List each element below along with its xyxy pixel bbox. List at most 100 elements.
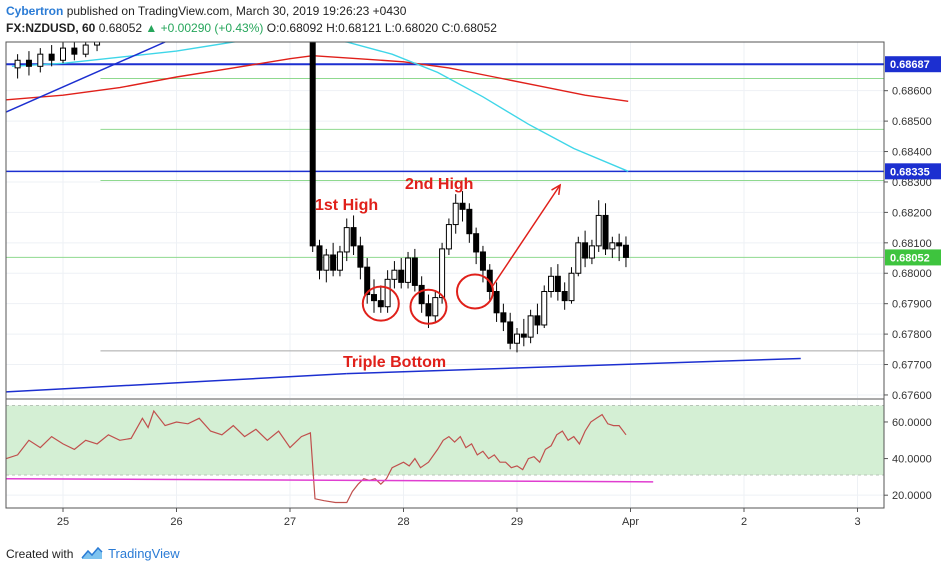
- candle-body: [452, 202, 459, 226]
- candle-body: [622, 244, 629, 258]
- candles: [14, 42, 629, 353]
- y-tick-label: 0.68000: [892, 268, 932, 280]
- price-badge-bg: [885, 56, 941, 73]
- price-badge-green: 0.68052: [885, 249, 941, 266]
- y-tick-label: 0.68600: [892, 86, 932, 98]
- candle-body: [520, 333, 527, 338]
- up-arrow-icon: ▲: [145, 21, 158, 35]
- symbol-name[interactable]: FX:NZDUSD, 60: [6, 21, 96, 35]
- symbol-info-line: FX:NZDUSD, 60 0.68052 ▲ +0.00290 (+0.43%…: [6, 21, 497, 35]
- x-tick-label: Apr: [622, 516, 639, 528]
- moving-averages: [6, 42, 629, 172]
- candle-body: [411, 257, 418, 286]
- candle-body: [14, 59, 21, 69]
- candle-body: [588, 245, 595, 259]
- annotation-triple-bottom: Triple Bottom: [343, 354, 446, 371]
- x-tick-label: 2: [741, 516, 747, 528]
- y-tick-label: 0.68200: [892, 207, 932, 219]
- candle-body: [609, 242, 616, 250]
- price-badge-bg: [885, 163, 941, 180]
- y-tick-label: 0.67800: [892, 329, 932, 341]
- rsi-tick-label: 60.0000: [892, 417, 932, 429]
- tradingview-brand[interactable]: TradingView: [108, 546, 180, 561]
- candle-body: [316, 245, 323, 271]
- candle-body: [582, 242, 589, 259]
- rsi-tick-label: 40.0000: [892, 454, 932, 466]
- candle-body: [514, 333, 520, 344]
- candle-body: [500, 312, 507, 323]
- candle-body: [602, 214, 609, 250]
- horizontal-levels: [6, 63, 884, 352]
- candle-body: [384, 278, 391, 308]
- candle-body: [425, 303, 432, 317]
- candle-body: [418, 284, 425, 305]
- x-tick-label: 28: [397, 516, 409, 528]
- y-tick-label: 0.68100: [892, 238, 932, 250]
- candle-body: [370, 294, 377, 302]
- tradingview-logo-icon: [81, 546, 103, 559]
- candle-body: [60, 47, 66, 61]
- moving-average-red: [6, 54, 629, 102]
- candle-body: [330, 254, 337, 271]
- moving-average-cyan: [11, 42, 629, 172]
- y-tick-label: 0.67600: [892, 390, 932, 402]
- price-badge-label: 0.68335: [890, 166, 930, 178]
- price-change: +0.00290 (+0.43%): [160, 21, 264, 35]
- candle-body: [309, 42, 316, 247]
- candle-body: [398, 269, 405, 283]
- candle-body: [391, 269, 398, 280]
- trendline[interactable]: [6, 372, 347, 393]
- candle-body: [336, 251, 343, 271]
- x-tick-label: 29: [511, 516, 523, 528]
- candle-body: [479, 251, 486, 271]
- candle-body: [548, 275, 555, 293]
- price-badge-label: 0.68052: [890, 252, 930, 264]
- last-price: 0.68052: [98, 21, 143, 35]
- rsi-pane: [6, 409, 654, 504]
- footer: Created with TradingView: [6, 546, 180, 561]
- projection-arrow-head: [551, 183, 562, 196]
- y-tick-label: 0.68500: [892, 116, 932, 128]
- candle-body: [323, 254, 330, 271]
- candle-body: [350, 227, 357, 247]
- chart-frame: [5, 41, 885, 509]
- candle-body: [595, 214, 602, 247]
- candle-body: [343, 227, 350, 253]
- candle-body: [568, 272, 575, 302]
- candle-body: [473, 233, 480, 253]
- candle-body: [82, 44, 89, 55]
- candle-body: [405, 257, 412, 283]
- trendline[interactable]: [6, 42, 166, 113]
- candle-body: [48, 53, 55, 61]
- candle-body: [459, 202, 466, 210]
- ohlc-values: O:0.68092 H:0.68121 L:0.68020 C:0.68052: [266, 21, 497, 35]
- price-badge-bg: [885, 249, 941, 266]
- candle-body: [357, 245, 364, 268]
- candle-body: [94, 42, 101, 46]
- trendlines[interactable]: [6, 42, 801, 393]
- trendline[interactable]: [346, 357, 801, 375]
- candle-body: [364, 266, 371, 296]
- y-tick-label: 0.67700: [892, 360, 932, 372]
- annotations-overlay: [361, 183, 562, 325]
- rsi-support-line[interactable]: [6, 477, 654, 483]
- y-tick-label: 0.68400: [892, 147, 932, 159]
- candle-body: [541, 291, 548, 326]
- publish-header: Cybertron published on TradingView.com, …: [6, 4, 406, 18]
- rsi-band-fill: [6, 405, 884, 476]
- rsi-tick-label: 20.0000: [892, 490, 932, 502]
- author-name[interactable]: Cybertron: [6, 4, 64, 18]
- x-tick-label: 3: [854, 516, 860, 528]
- candle-body: [575, 242, 582, 274]
- price-badge-label: 0.68687: [890, 59, 930, 71]
- bottom-circle: [361, 285, 400, 322]
- bottom-circle: [456, 273, 495, 310]
- axes: 0.68600 0.68500 0.68400 0.68300 0.68200 0.681…: [57, 56, 941, 528]
- bottom-circle: [409, 288, 448, 325]
- rsi-band: [6, 404, 884, 476]
- annotation-2nd-high: 2nd High: [405, 176, 473, 193]
- candle-body: [507, 321, 514, 344]
- price-badge-blue: 0.68335: [885, 163, 941, 180]
- y-tick-label: 0.68300: [892, 177, 932, 189]
